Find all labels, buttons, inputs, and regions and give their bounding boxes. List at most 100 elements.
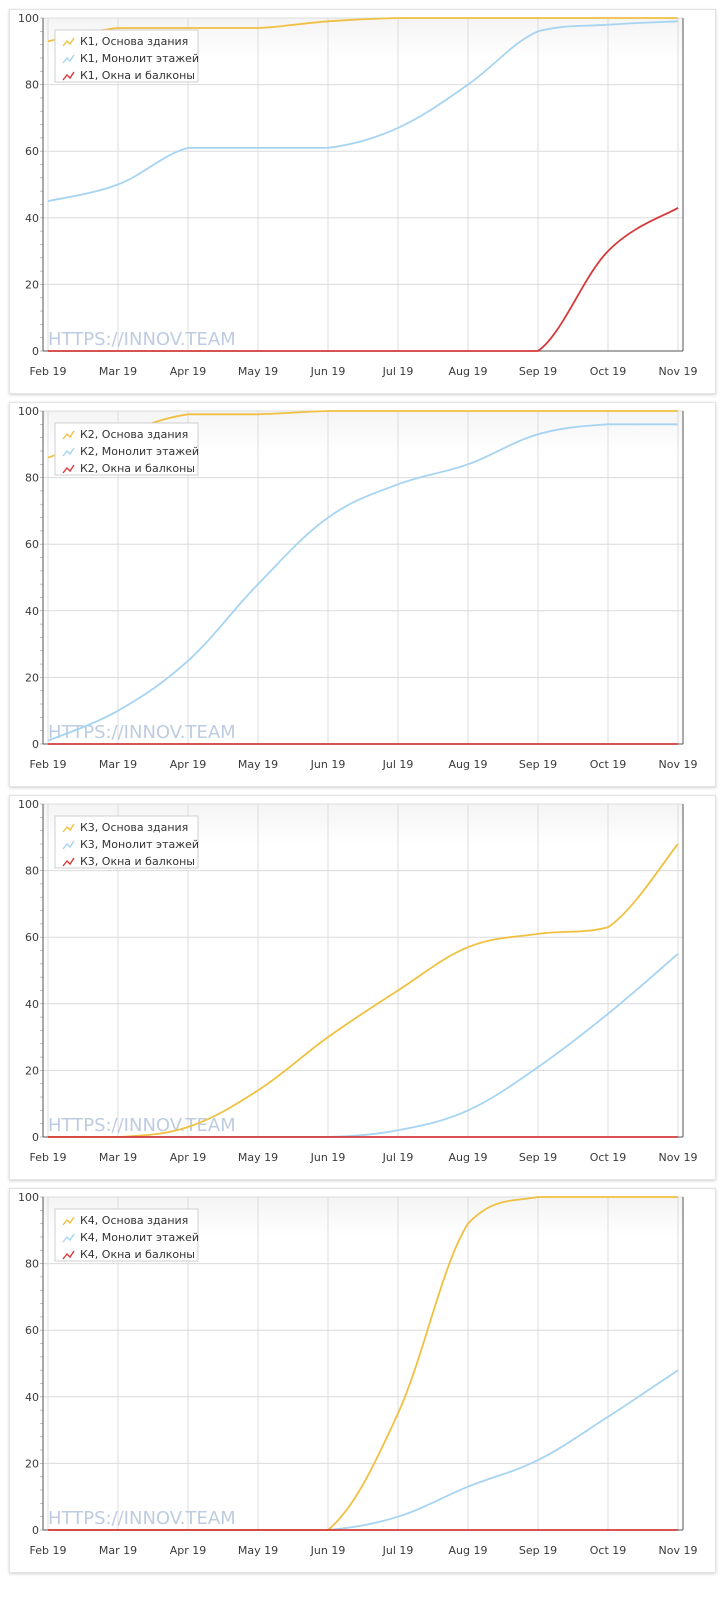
x-tick-label: Sep 19 (519, 1151, 557, 1164)
x-tick-label: Jul 19 (382, 1544, 414, 1557)
x-tick-label: Apr 19 (170, 1544, 207, 1557)
legend: К2, Основа здания К2, Монолит этажей К2, О… (54, 422, 199, 476)
x-tick-label: Sep 19 (519, 758, 557, 771)
x-tick-label: Jul 19 (382, 1151, 414, 1164)
legend-label-windows: К1, Окна и балконы (80, 69, 195, 82)
x-tick-label: Apr 19 (170, 758, 207, 771)
x-tick-label: Jul 19 (382, 758, 414, 771)
y-tick-label: 80 (25, 79, 39, 92)
legend-swatch-base (62, 37, 75, 47)
y-tick-label: 40 (25, 1391, 39, 1404)
x-tick-label: Jul 19 (382, 365, 414, 378)
y-tick-label: 80 (25, 472, 39, 485)
legend-swatch-monolith (62, 1233, 75, 1243)
x-tick-label: Oct 19 (590, 1151, 627, 1164)
legend-swatch-monolith (62, 447, 75, 457)
legend-label-base: К3, Основа здания (80, 821, 188, 834)
legend-label-windows: К3, Окна и балконы (80, 855, 195, 868)
legend-label-base: К2, Основа здания (80, 428, 188, 441)
chart-panel-k3: 0 20 40 60 80 100 Feb 19 Mar 19 Apr 19 May 19 Jun … (9, 795, 716, 1180)
x-tick-label: Jun 19 (310, 758, 346, 771)
legend-swatch-windows (62, 464, 75, 474)
legend-label-base: К1, Основа здания (80, 35, 188, 48)
y-tick-label: 100 (18, 405, 39, 418)
chart-k2: 0 20 40 60 80 100 Feb 19 Mar 19 Apr 19 May 19 Jun … (18, 405, 698, 771)
series-line-base (47, 843, 679, 1138)
x-tick-label: Mar 19 (99, 365, 137, 378)
chart-panel-k4: 0 20 40 60 80 100 Feb 19 Mar 19 Apr 19 May 19 Jun … (9, 1188, 716, 1573)
series-line-monolith (47, 423, 678, 742)
y-tick-label: 60 (25, 1324, 39, 1337)
series-line-base (47, 17, 678, 43)
y-tick-label: 60 (25, 538, 39, 551)
x-tick-label: Feb 19 (30, 365, 67, 378)
legend-label-windows: К4, Окна и балконы (80, 1248, 195, 1261)
legend-label-monolith: К3, Монолит этажей (80, 838, 199, 851)
legend-label-monolith: К2, Монолит этажей (80, 445, 199, 458)
chart-k1: 0 20 40 60 80 100 Feb 19 Mar 19 Apr 19 May 19 Jun … (18, 12, 698, 378)
watermark: HTTPS://INNOV.TEAM (48, 722, 236, 743)
legend: К1, Основа здания К1, Монолит этажей К1, О… (54, 29, 199, 83)
legend-swatch-windows (62, 1250, 75, 1260)
legend-label-base: К4, Основа здания (80, 1214, 188, 1227)
x-tick-label: Nov 19 (659, 1151, 698, 1164)
x-tick-label: Aug 19 (449, 758, 488, 771)
series-line-monolith (47, 20, 679, 203)
y-tick-label: 20 (25, 1457, 39, 1470)
x-tick-label: Jun 19 (310, 1544, 346, 1557)
y-tick-label: 20 (25, 278, 39, 291)
watermark: HTTPS://INNOV.TEAM (48, 1115, 236, 1136)
chart-k4: 0 20 40 60 80 100 Feb 19 Mar 19 Apr 19 May 19 Jun … (18, 1191, 698, 1557)
legend-label-monolith: К1, Монолит этажей (80, 52, 199, 65)
x-tick-label: May 19 (238, 1151, 278, 1164)
y-tick-label: 40 (25, 998, 39, 1011)
y-tick-label: 0 (32, 1524, 39, 1537)
y-tick-label: 80 (25, 1258, 39, 1271)
x-tick-label: Mar 19 (99, 758, 137, 771)
x-tick-label: Mar 19 (99, 1151, 137, 1164)
y-tick-label: 0 (32, 345, 39, 358)
x-tick-label: Jun 19 (310, 365, 346, 378)
chart-panel-k2: 0 20 40 60 80 100 Feb 19 Mar 19 Apr 19 May 19 Jun … (9, 402, 716, 787)
x-tick-label: Nov 19 (659, 758, 698, 771)
x-tick-label: Oct 19 (590, 1544, 627, 1557)
legend-swatch-monolith (62, 54, 75, 64)
legend-swatch-monolith (62, 840, 75, 850)
x-tick-label: Nov 19 (659, 1544, 698, 1557)
x-tick-label: Aug 19 (449, 1544, 488, 1557)
legend-label-monolith: К4, Монолит этажей (80, 1231, 199, 1244)
legend-swatch-windows (62, 71, 75, 81)
y-tick-label: 0 (32, 1131, 39, 1144)
legend-swatch-base (62, 823, 75, 833)
x-tick-label: Sep 19 (519, 365, 557, 378)
y-tick-label: 100 (18, 12, 39, 25)
y-tick-label: 80 (25, 865, 39, 878)
x-tick-label: Nov 19 (659, 365, 698, 378)
x-tick-label: Sep 19 (519, 1544, 557, 1557)
x-tick-label: Apr 19 (170, 1151, 207, 1164)
x-tick-label: Aug 19 (449, 365, 488, 378)
y-tick-label: 60 (25, 145, 39, 158)
y-tick-label: 20 (25, 1064, 39, 1077)
y-tick-label: 100 (18, 798, 39, 811)
watermark: HTTPS://INNOV.TEAM (48, 329, 236, 350)
legend-swatch-base (62, 430, 75, 440)
legend-swatch-windows (62, 857, 75, 867)
watermark: HTTPS://INNOV.TEAM (48, 1508, 236, 1529)
series-line-windows (47, 207, 679, 352)
legend-label-windows: К2, Окна и балконы (80, 462, 195, 475)
chart-panel-k1: 0 20 40 60 80 100 Feb 19 Mar 19 Apr 19 May 19 Jun … (9, 9, 716, 394)
y-tick-label: 40 (25, 605, 39, 618)
x-tick-label: Oct 19 (590, 758, 627, 771)
y-tick-label: 0 (32, 738, 39, 751)
y-tick-label: 60 (25, 931, 39, 944)
x-tick-label: May 19 (238, 758, 278, 771)
x-tick-label: Apr 19 (170, 365, 207, 378)
legend-swatch-base (62, 1216, 75, 1226)
x-tick-label: Oct 19 (590, 365, 627, 378)
x-tick-label: Mar 19 (99, 1544, 137, 1557)
x-tick-label: May 19 (238, 1544, 278, 1557)
x-tick-label: Aug 19 (449, 1151, 488, 1164)
legend: К3, Основа здания К3, Монолит этажей К3, О… (54, 815, 199, 869)
x-tick-label: Feb 19 (30, 1544, 67, 1557)
